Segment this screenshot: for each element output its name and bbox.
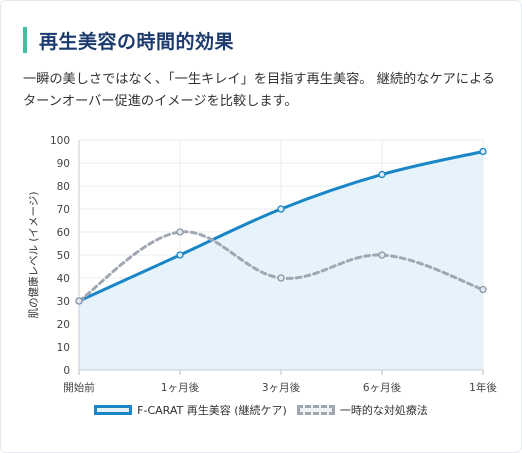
y-tick-label: 50	[57, 250, 70, 262]
y-tick-label: 30	[57, 296, 70, 308]
x-tick-label: 開始前	[63, 381, 95, 394]
data-point-s0-3	[378, 170, 386, 179]
series-area-0	[79, 151, 483, 370]
legend-swatch-solid	[94, 405, 133, 415]
line-chart: 0 10 20 30 40 50 60 70 80 90 100 開始前 1ヶ月後 3ヶ月後 6ヶ月後 1年後…	[27, 135, 497, 394]
description-text: 一瞬の美しさではなく、「一生キレイ」を目指す再生美容。 継続的なケアによるターン…	[23, 72, 495, 109]
data-point-s0-4	[479, 147, 487, 156]
tick-labels: 0 10 20 30 40 50 60 70 80 90 100 開始前 1ヶ月後 3ヶ月後 6ヶ月後 1年後	[50, 135, 497, 394]
x-tick-label: 1年後	[469, 381, 497, 394]
heading-accent-bar	[23, 27, 27, 53]
y-tick-label: 80	[57, 181, 70, 193]
y-tick-label: 70	[57, 204, 70, 216]
data-point-s0-1	[176, 251, 184, 259]
data-point-s1-3	[378, 251, 386, 259]
series-fill-area	[79, 151, 483, 370]
y-axis-title: 肌の健康レベル (イメージ)	[27, 192, 40, 319]
legend-label-main: F-CARAT 再生美容 (継続ケア)	[137, 404, 287, 417]
y-tick-label: 10	[57, 342, 70, 354]
data-point-s1-2	[277, 274, 285, 282]
y-tick-label: 60	[57, 227, 70, 239]
legend-item-main[interactable]: F-CARAT 再生美容 (継続ケア)	[94, 402, 287, 418]
heading-title: 再生美容の時間的効果	[39, 30, 235, 53]
data-point-s1-4	[479, 285, 487, 294]
x-tick-label: 1ヶ月後	[161, 381, 200, 394]
x-tick-label: 3ヶ月後	[262, 381, 301, 394]
legend-swatch-dashed	[296, 405, 335, 415]
y-tick-label: 90	[57, 158, 70, 170]
data-point-s1-1	[176, 228, 184, 236]
axes	[78, 140, 484, 375]
chart-legend: F-CARAT 再生美容 (継続ケア) 一時的な対処療法	[0, 402, 522, 418]
x-tick-label: 6ヶ月後	[363, 381, 402, 394]
legend-label-alt: 一時的な対処療法	[339, 404, 428, 417]
y-tick-label: 100	[50, 135, 70, 147]
series-points	[75, 147, 487, 305]
y-tick-label: 20	[57, 319, 70, 331]
y-tick-label: 0	[63, 365, 70, 377]
data-point-s1-0	[75, 297, 83, 305]
section-heading: 再生美容の時間的効果	[23, 25, 234, 55]
legend-item-alt[interactable]: 一時的な対処療法	[296, 402, 428, 418]
y-tick-label: 40	[57, 273, 70, 285]
data-point-s0-2	[277, 205, 285, 213]
